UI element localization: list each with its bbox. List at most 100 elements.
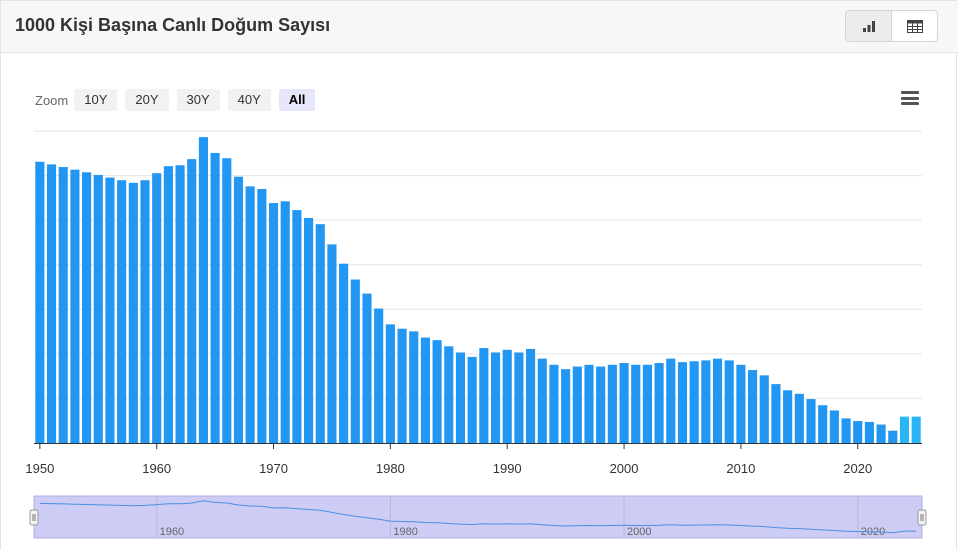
bar-2002[interactable] [642,364,652,443]
bar-2011[interactable] [748,370,758,443]
bar-1994[interactable] [549,364,559,443]
bar-1989[interactable] [490,352,501,443]
bar-1982[interactable] [409,331,419,443]
bar-2018[interactable] [829,410,839,443]
bar-1959[interactable] [140,180,150,443]
navigator-tick-label: 2000 [627,526,651,538]
zoom-40y-button[interactable]: 40Y [227,89,271,111]
bar-1951[interactable] [46,164,57,443]
bar-1990[interactable] [502,349,512,443]
bar-1998[interactable] [596,366,606,443]
x-tick-label: 1990 [493,461,522,476]
bar-1995[interactable] [561,369,571,443]
zoom-30y-button[interactable]: 30Y [176,89,220,111]
x-tick-label: 1960 [142,461,171,476]
bar-2000[interactable] [619,363,629,443]
bar-1969[interactable] [257,189,267,443]
table-view-button[interactable] [892,11,937,41]
bar-1962[interactable] [175,165,185,443]
bar-1985[interactable] [444,346,454,443]
bar-1981[interactable] [397,328,407,443]
bar-1993[interactable] [537,358,547,443]
bar-2022[interactable] [876,424,886,443]
zoom-20y-button[interactable]: 20Y [125,89,169,111]
chart-view-button[interactable] [846,11,892,41]
bar-1997[interactable] [584,364,594,443]
page-title: 1000 Kişi Başına Canlı Doğum Sayısı [15,15,331,35]
bar-1975[interactable] [327,244,337,443]
navigator-left-handle[interactable] [29,509,39,526]
bar-1976[interactable] [339,263,349,443]
bar-1958[interactable] [128,182,138,443]
bar-1952[interactable] [58,167,68,443]
bar-1971[interactable] [280,201,290,443]
bar-1988[interactable] [479,348,489,443]
navigator-right-handle[interactable] [917,509,927,526]
bar-2019[interactable] [841,418,851,443]
bar-1977[interactable] [350,279,360,443]
bar-1983[interactable] [420,337,430,443]
bar-1973[interactable] [304,218,314,443]
bar-2009[interactable] [724,360,734,443]
bar-2020[interactable] [853,421,863,443]
bar-1955[interactable] [93,174,103,443]
bar-2013[interactable] [771,384,781,443]
x-tick-label: 1980 [376,461,405,476]
bar-1978[interactable] [362,293,372,443]
navigator-tick-label: 1960 [160,526,184,538]
bar-1979[interactable] [374,308,384,443]
zoom-all-button[interactable]: All [278,89,316,111]
bar-2007[interactable] [701,360,711,443]
bar-2023[interactable] [888,430,898,443]
bar-1957[interactable] [117,180,127,443]
x-tick-label: 2000 [610,461,639,476]
bar-2006[interactable] [689,361,699,443]
bar-1972[interactable] [292,210,302,443]
zoom-10y-button[interactable]: 10Y [74,89,118,111]
bar-2015[interactable] [794,393,804,443]
bar-2004[interactable] [666,358,676,443]
bar-chart-icon [862,21,875,32]
bar-1996[interactable] [572,366,582,443]
bar-2003[interactable] [654,363,664,443]
bar-1992[interactable] [526,348,536,443]
hamburger-menu-icon[interactable] [901,91,919,105]
bar-1991[interactable] [514,352,524,443]
bar-2008[interactable] [712,358,723,443]
bar-1967[interactable] [233,176,244,443]
x-tick-label: 2010 [726,461,755,476]
bar-1956[interactable] [105,177,115,444]
bar-1950[interactable] [35,161,45,443]
bar-2014[interactable] [783,390,793,443]
bar-1968[interactable] [245,186,255,443]
navigator-series-line [39,500,917,534]
bar-1980[interactable] [385,324,395,443]
bar-1954[interactable] [82,172,92,443]
bar-1964[interactable] [198,137,208,444]
bar-2021[interactable] [864,421,874,443]
bar-2010[interactable] [736,364,746,443]
view-toggle [845,10,938,42]
bar-1999[interactable] [607,364,617,443]
bar-1984[interactable] [432,340,442,443]
bar-2012[interactable] [759,375,769,443]
bar-1965[interactable] [210,152,220,443]
bar-2017[interactable] [818,405,828,443]
bar-1970[interactable] [268,203,279,443]
bar-1987[interactable] [467,356,477,443]
bar-1963[interactable] [187,159,197,443]
bar-1986[interactable] [455,352,466,443]
bar-2001[interactable] [631,364,641,443]
bar-1953[interactable] [70,169,80,444]
navigator-window[interactable] [33,495,923,539]
bar-2025[interactable] [911,416,921,443]
bar-1974[interactable] [315,224,325,443]
zoom-label: Zoom [35,92,69,108]
bar-1960[interactable] [152,173,162,443]
bar-1961[interactable] [163,166,173,444]
bar-2024[interactable] [899,416,910,443]
bar-1966[interactable] [222,158,232,444]
bar-2016[interactable] [806,399,816,443]
bar-2005[interactable] [677,362,688,443]
